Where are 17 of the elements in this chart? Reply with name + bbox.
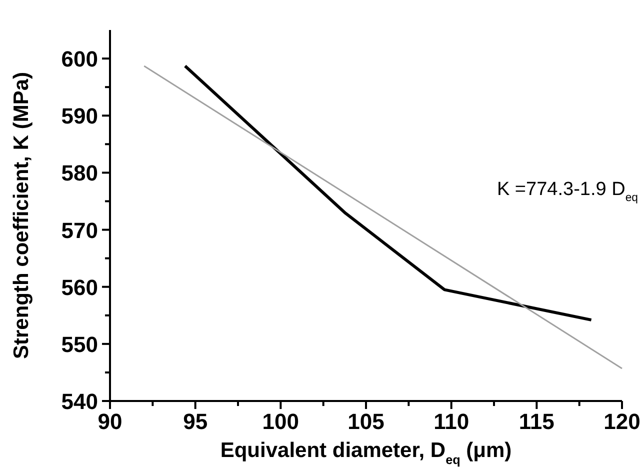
x-tick-label: 110 [434, 409, 470, 434]
y-axis-title: Strength coefficient, K (MPa) [10, 72, 33, 360]
y-tick-label: 550 [61, 332, 98, 357]
x-tick-label: 105 [348, 409, 384, 434]
y-tick-label: 580 [61, 160, 98, 186]
x-tick-label: 95 [183, 409, 208, 434]
x-axis-title: Equivalent diameter, D$_{eq}$ (μm) [220, 439, 512, 467]
x-tick-label: 100 [262, 409, 300, 434]
y-tick-label: 600 [61, 46, 98, 72]
x-tick-label: 120 [604, 409, 640, 434]
annotation: K =774.3-1.9 D$_{eq}$ [496, 179, 638, 204]
y-tick-label: 540 [61, 389, 98, 414]
y-tick-label: 560 [61, 274, 98, 300]
y-tick-label: 590 [61, 104, 98, 129]
x-tick-label: 115 [518, 409, 554, 434]
x-tick-label: 90 [98, 409, 122, 434]
y-tick-label: 570 [61, 218, 98, 243]
